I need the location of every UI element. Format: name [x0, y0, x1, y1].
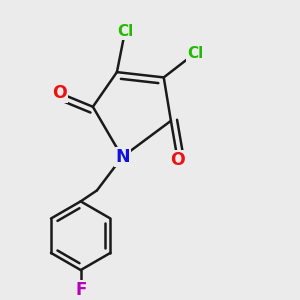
Text: N: N [115, 148, 130, 166]
Text: Cl: Cl [187, 46, 203, 61]
Text: O: O [170, 152, 185, 169]
Text: F: F [75, 281, 86, 299]
Text: O: O [52, 84, 67, 102]
Text: Cl: Cl [117, 24, 133, 39]
